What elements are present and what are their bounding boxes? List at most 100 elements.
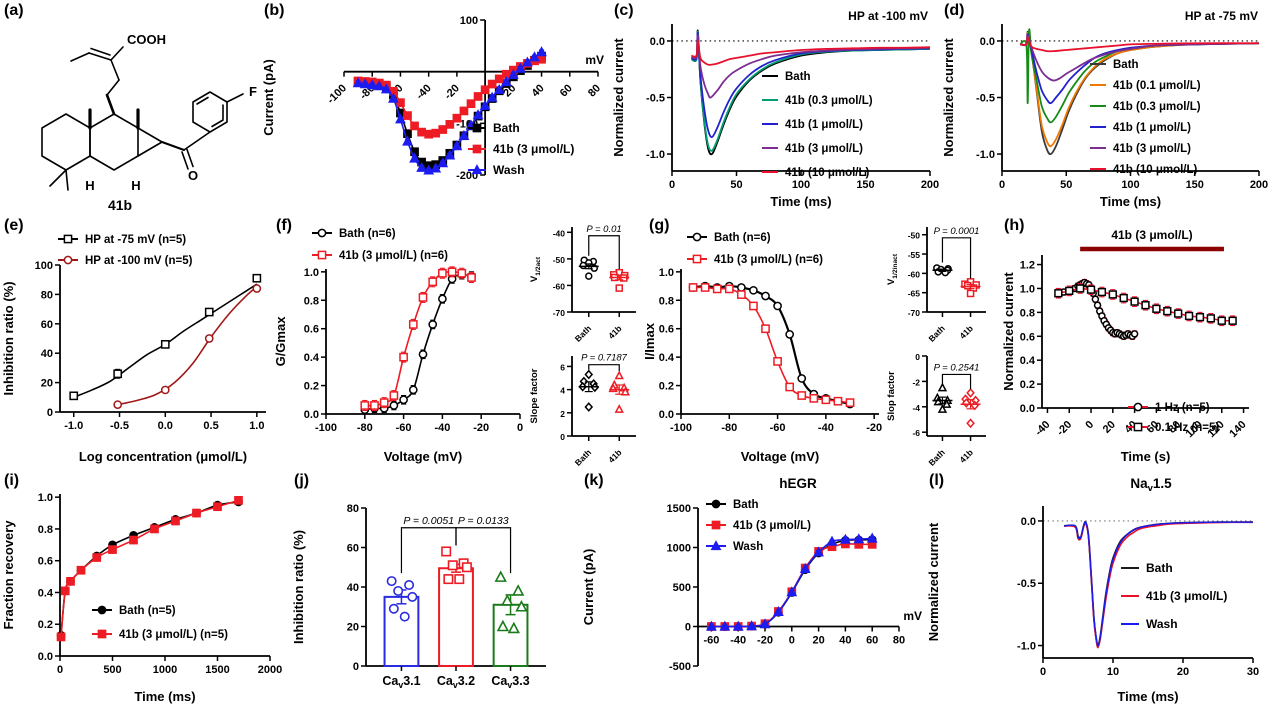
chemical-structure-drawing: COOH F O H H 41b — [41, 32, 257, 213]
svg-text:-40: -40 — [1033, 419, 1053, 439]
legend: Bath 41b (3 μmol/L) Wash — [468, 121, 574, 177]
svg-text:-40: -40 — [818, 422, 834, 434]
svg-text:41b (10 μmol/L): 41b (10 μmol/L) — [1113, 164, 1198, 176]
svg-text:0.8: 0.8 — [304, 295, 319, 307]
svg-text:Bath: Bath — [573, 323, 593, 342]
panel-d-traces-hp75: (d) 0 50 100 150 200 0.0 -0.5 -1.0 Time (ms) Norma… — [940, 0, 1269, 215]
series-fit100 — [117, 286, 258, 406]
series-41b (10 μmol/L) — [1019, 36, 1260, 53]
svg-text:1.0: 1.0 — [1020, 283, 1035, 295]
svg-text:Normalized current: Normalized current — [941, 38, 956, 157]
use-dependence-chart: -40 -20 0 20 40 60 80 100 120 140 0.0 0.2 0.4 0.6 0.8 1… — [1000, 215, 1269, 470]
svg-text:P = 0.01: P = 0.01 — [586, 224, 621, 235]
series-41b (1 μmol/L) — [1019, 33, 1260, 105]
svg-text:40: 40 — [839, 635, 851, 647]
series-Wash — [1063, 521, 1254, 647]
svg-text:Wash: Wash — [733, 541, 763, 553]
current-traces-chart: 0 50 100 150 200 0.0 -0.5 -1.0 Time (ms) Normaliz… — [940, 0, 1269, 215]
svg-text:Voltage (mV): Voltage (mV) — [741, 449, 820, 464]
series-Wash — [706, 532, 878, 631]
panel-e-dose-response: (e) -1.0 -0.5 0.0 0.5 1.0 0 20 40 60 80 100 Log conc… — [0, 215, 280, 470]
series-41b (3 μmol/L) — [1019, 34, 1260, 82]
svg-text:V1/2inact: V1/2inact — [886, 253, 899, 285]
svg-text:41b (3 μmol/L): 41b (3 μmol/L) — [785, 143, 863, 155]
svg-text:Time (ms): Time (ms) — [770, 194, 831, 209]
svg-text:0: 0 — [789, 635, 795, 647]
svg-text:41b (1 μmol/L): 41b (1 μmol/L) — [785, 119, 863, 131]
svg-text:Current (pA): Current (pA) — [261, 59, 276, 136]
svg-text:Log concentration (μmol/L): Log concentration (μmol/L) — [79, 449, 247, 464]
svg-text:41b: 41b — [606, 323, 623, 340]
svg-text:41b (3 μmol/L): 41b (3 μmol/L) — [733, 520, 811, 532]
chart-svg-f2: Bath 41b 0 2 4 6 Slope factor P = 0.7187 — [529, 353, 636, 468]
svg-text:1500: 1500 — [667, 503, 691, 515]
svg-text:2: 2 — [560, 409, 565, 419]
chart-svg-h: -40 -20 0 20 40 60 80 100 120 1400.00.20.40.60.81… — [1001, 228, 1249, 464]
svg-text:Inhibition ratio (%): Inhibition ratio (%) — [1, 281, 16, 395]
svg-text:H: H — [131, 178, 140, 193]
svg-text:-4: -4 — [912, 403, 920, 413]
chart-svg-f1: Bath 41b -40 -50 -60 -70 V1/2act P = 0.01 — [529, 224, 636, 342]
svg-text:0: 0 — [560, 432, 565, 442]
legend: Bath 41b (0.1 μmol/L) 41b (0.3 μmol/L) 41b … — [1090, 59, 1201, 176]
svg-text:Bath: Bath — [573, 447, 593, 467]
svg-text:4: 4 — [560, 386, 565, 396]
axes: -100-80-60-40-2020406080100-100-200Curre… — [261, 15, 603, 182]
svg-text:-70: -70 — [908, 308, 921, 318]
series-HP at -100 mV (n=5) — [113, 284, 262, 409]
svg-text:200: 200 — [1250, 179, 1268, 191]
svg-text:-2: -2 — [912, 377, 920, 387]
svg-text:0.0: 0.0 — [650, 36, 665, 48]
svg-text:Time (ms): Time (ms) — [1100, 194, 1161, 209]
svg-text:0.6: 0.6 — [38, 556, 53, 568]
svg-text:HP at -75 mV: HP at -75 mV — [1185, 9, 1258, 23]
chart-svg-b: -100-80-60-40-2020406080100-100-200Curre… — [261, 15, 604, 182]
series-41b (3 μmol/L) (n=6) — [688, 283, 855, 407]
series-Wash — [352, 46, 547, 175]
svg-text:Inhibition ratio (%): Inhibition ratio (%) — [291, 530, 306, 644]
svg-text:150: 150 — [856, 179, 874, 191]
svg-text:O: O — [188, 168, 198, 183]
svg-text:41b (0.1 μmol/L): 41b (0.1 μmol/L) — [1113, 80, 1201, 92]
legend: HP at -75 mV (n=5) HP at -100 mV (n=5) — [58, 234, 193, 267]
svg-text:Normalized current: Normalized current — [611, 38, 626, 157]
svg-text:80: 80 — [586, 82, 603, 99]
axes: -100 -80 -60 -40 -20 0 0.0 0.2 0.4 0.6 0.8 1.0 Volta… — [273, 267, 523, 464]
chart-svg-d: 0 50 100 150 200 0.0 -0.5 -1.0 Time (ms) Normaliz… — [941, 9, 1268, 209]
svg-text:150: 150 — [1186, 179, 1204, 191]
svg-text:41b (3 μmol/L): 41b (3 μmol/L) — [1146, 589, 1227, 603]
legend: Bath (n=6) 41b (3 μmol/L) (n=6) — [687, 232, 823, 266]
panel-tag: (e) — [4, 217, 24, 234]
svg-text:0: 0 — [1083, 419, 1096, 432]
chart-svg-k: -60 -40 -20 0 20 40 60 80 -500 0 500 1000 1500 Curren… — [581, 476, 922, 673]
svg-text:0.2: 0.2 — [304, 381, 319, 393]
svg-text:-0.5: -0.5 — [110, 420, 129, 432]
panel-b-iv-curve: (b)-100-80-60-40-2020406080100-100-200Cu… — [260, 0, 610, 215]
nav15-trace-chart: 0 10 20 30 0.0 -0.5 -1.0 Time (ms) Normalized cu… — [925, 470, 1269, 710]
svg-text:0.4: 0.4 — [659, 352, 675, 364]
svg-text:-50: -50 — [553, 255, 566, 265]
svg-text:41b (0.3 μmol/L): 41b (0.3 μmol/L) — [785, 95, 873, 107]
svg-text:41b: 41b — [958, 323, 975, 340]
svg-text:60: 60 — [558, 82, 575, 99]
svg-text:-60: -60 — [396, 422, 412, 434]
svg-text:1.0: 1.0 — [249, 420, 264, 432]
svg-text:0.0: 0.0 — [38, 651, 53, 663]
activation-curve-chart: -100 -80 -60 -40 -20 0 0.0 0.2 0.4 0.6 0.8 1.0 Volta… — [272, 215, 528, 470]
svg-text:41b (3 μmol/L) (n=5): 41b (3 μmol/L) (n=5) — [119, 629, 228, 641]
svg-text:100: 100 — [460, 15, 478, 27]
chart-svg-e: -1.0 -0.5 0.0 0.5 1.0 0 20 40 60 80 100 Log concent… — [1, 234, 266, 464]
svg-text:41b (10 μmol/L): 41b (10 μmol/L) — [785, 167, 870, 179]
svg-text:200: 200 — [921, 179, 939, 191]
svg-text:V1/2act: V1/2act — [529, 256, 542, 282]
svg-text:-0.5: -0.5 — [976, 93, 995, 105]
svg-text:0.6: 0.6 — [304, 324, 319, 336]
panel-k-herg-iv: (k) -60 -40 -20 0 20 40 60 80 -500 0 500 1000 1500 Cur… — [580, 470, 925, 710]
svg-text:HP at -100 mV (n=5): HP at -100 mV (n=5) — [85, 255, 193, 267]
svg-text:-1.0: -1.0 — [64, 420, 83, 432]
subtype-bar-chart: 0 20 40 60 80 Inhibition ratio (%) Cav3.1 Cav3.… — [290, 470, 580, 710]
svg-text:0.0: 0.0 — [1020, 403, 1035, 415]
panel-j-subtype-bars: (j) 0 20 40 60 80 Inhibition ratio (%) Cav3.1 Ca… — [290, 470, 580, 710]
series-HP at -75 mV (n=5) — [69, 273, 262, 401]
